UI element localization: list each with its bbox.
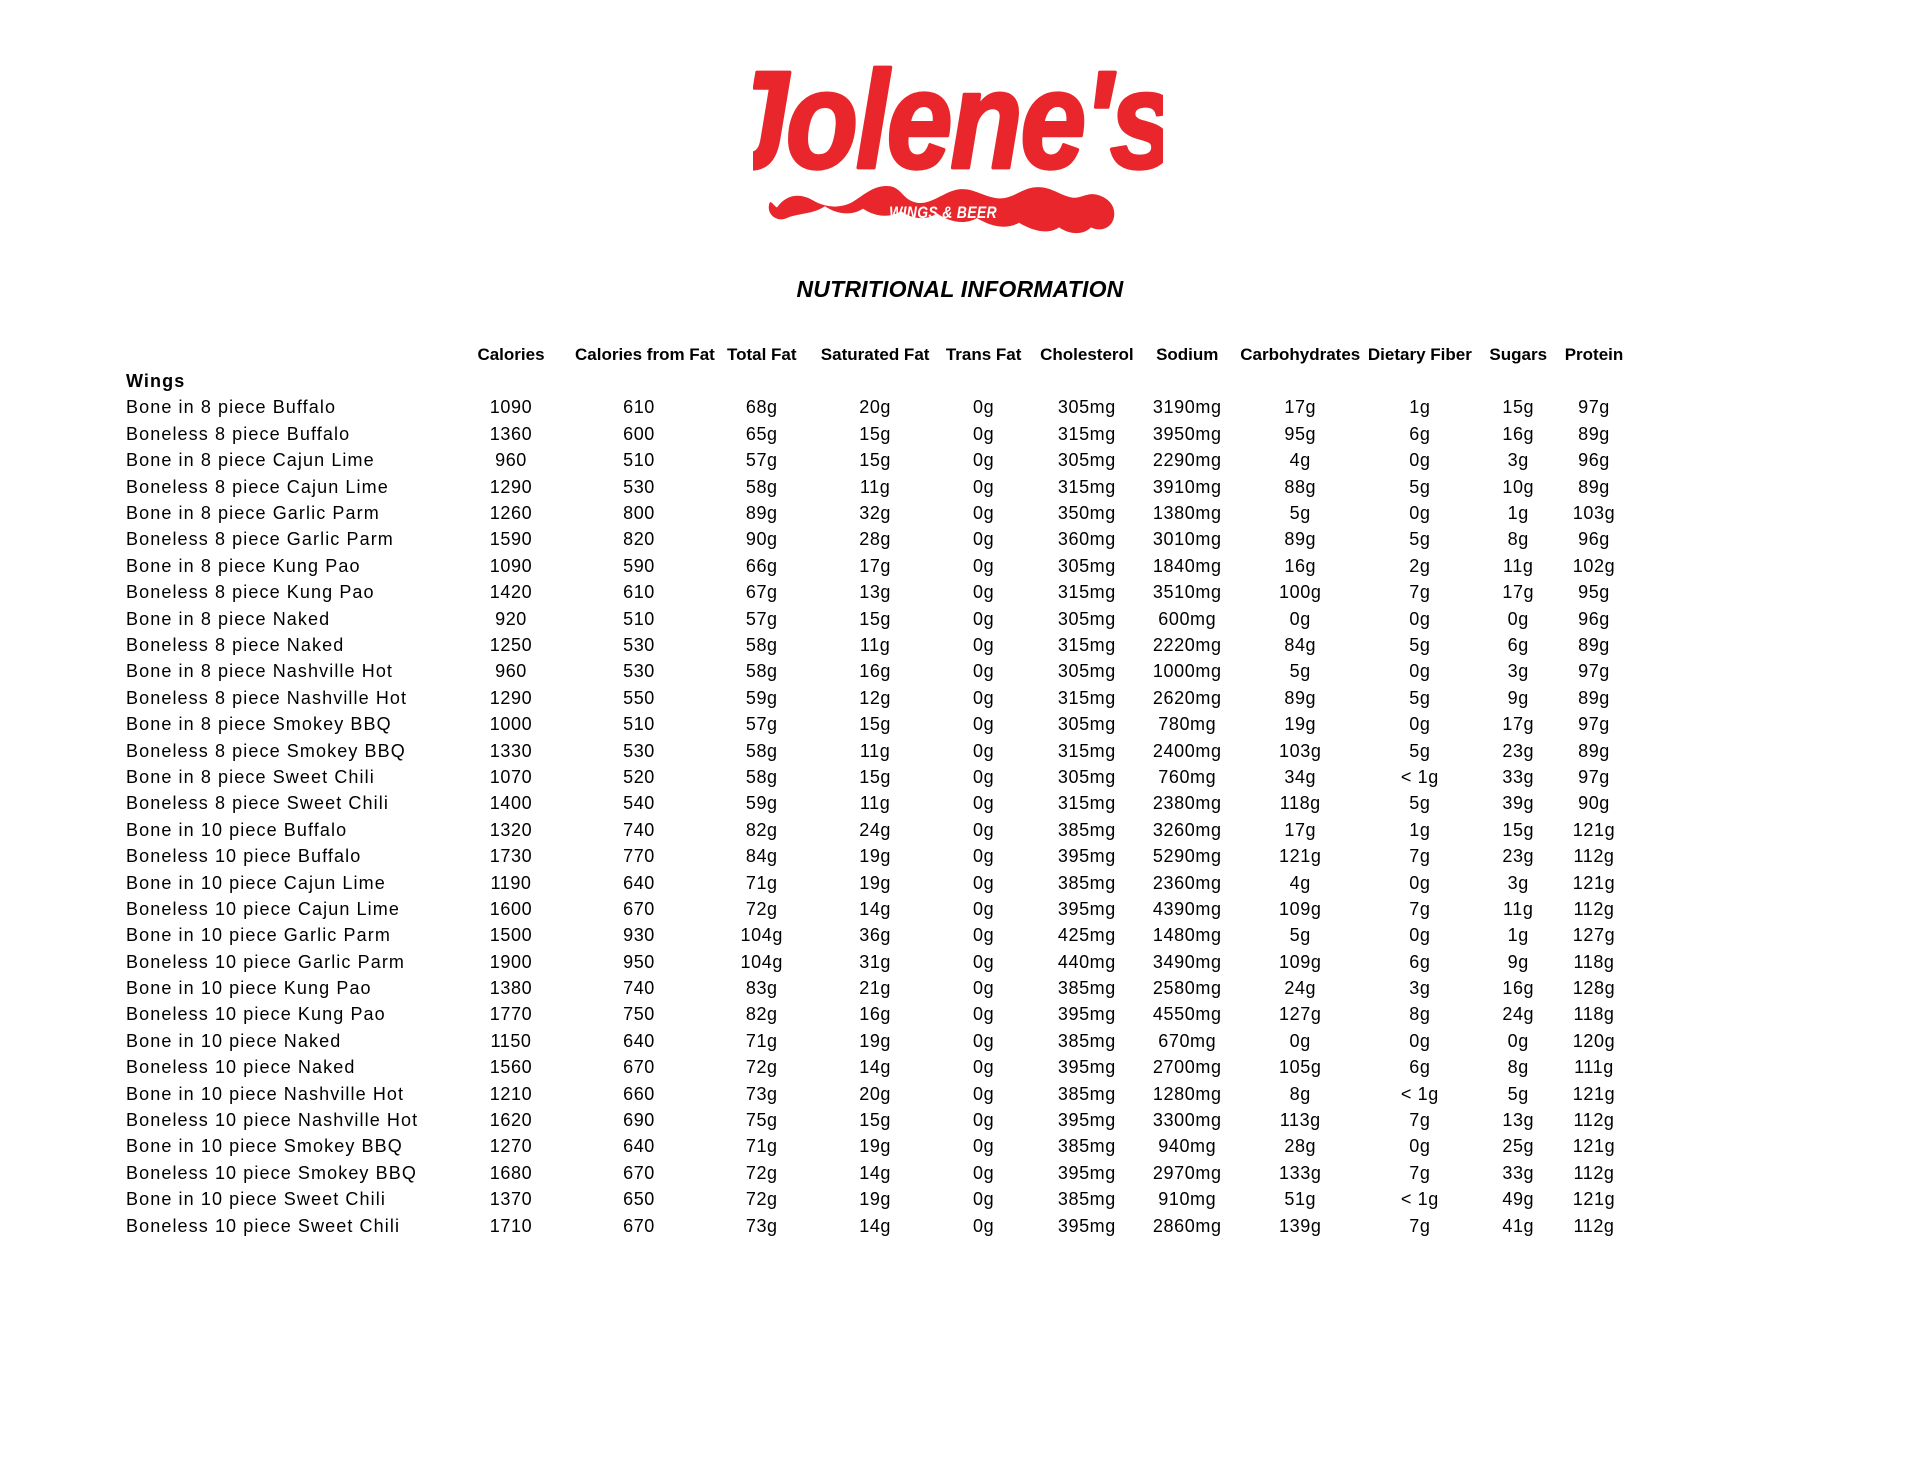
svg-text:Jolene's: Jolene's xyxy=(753,44,1163,198)
svg-text:WINGS & BEER: WINGS & BEER xyxy=(889,204,997,222)
